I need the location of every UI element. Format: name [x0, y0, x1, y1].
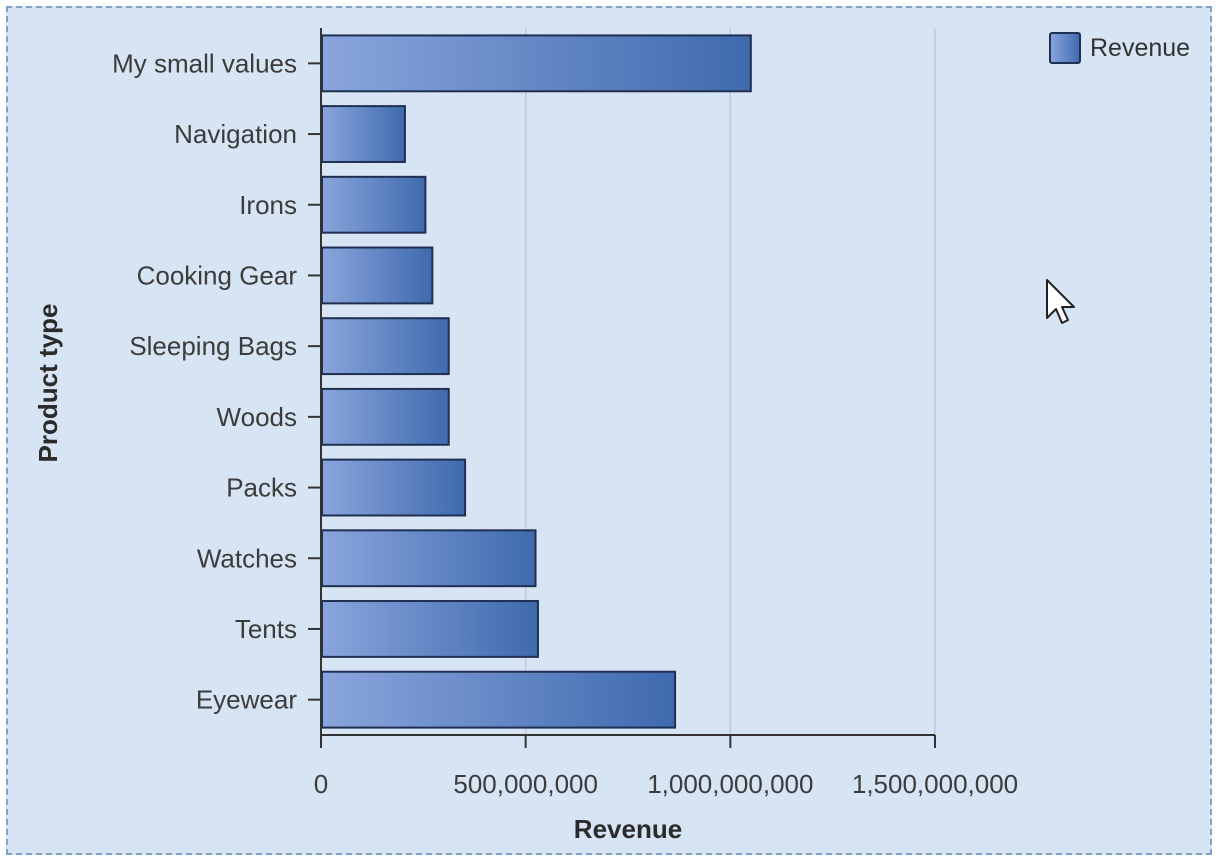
category-label: Tents [235, 614, 297, 644]
bar [321, 34, 752, 93]
bar [321, 387, 450, 446]
legend: Revenue [1049, 32, 1190, 64]
legend-swatch [1049, 32, 1081, 64]
bar [321, 529, 537, 588]
category-label: Irons [239, 190, 297, 220]
x-tick-label: 1,000,000,000 [647, 769, 813, 799]
bar [321, 600, 539, 658]
bar [321, 458, 467, 517]
x-tick-label: 1,500,000,000 [852, 769, 1018, 799]
category-label: Navigation [174, 119, 297, 149]
y-axis-title: Product type [33, 304, 63, 463]
category-label: Woods [217, 402, 297, 432]
arrow-cursor-icon [1046, 279, 1075, 324]
bar [321, 246, 434, 305]
category-label: Packs [226, 473, 297, 503]
x-axis-title: Revenue [574, 814, 682, 844]
legend-label: Revenue [1090, 34, 1190, 62]
category-labels: My small values Navigation Irons Cooking Ge… [112, 48, 297, 714]
category-label: Cooking Gear [137, 260, 298, 290]
category-label: My small values [112, 48, 297, 78]
x-tick-label: 500,000,000 [453, 769, 598, 799]
axes [308, 28, 936, 748]
bar [321, 105, 406, 163]
x-tick-label: 0 [314, 769, 328, 799]
category-label: Sleeping Bags [129, 331, 297, 361]
bar [321, 317, 450, 376]
gridlines [524, 28, 936, 735]
bars [321, 34, 752, 729]
bar [321, 175, 427, 234]
category-label: Watches [197, 543, 297, 573]
x-tick-labels: 0 500,000,000 1,000,000,000 1,500,000,000 [314, 769, 1018, 799]
category-label: Eyewear [196, 685, 297, 715]
bar [321, 670, 677, 729]
